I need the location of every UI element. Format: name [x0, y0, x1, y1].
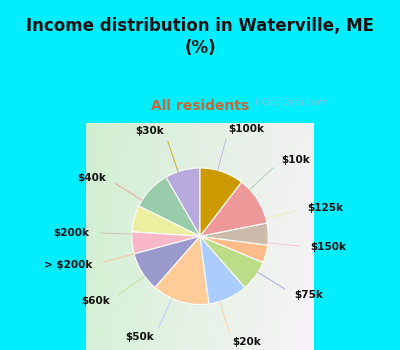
- Wedge shape: [200, 182, 267, 236]
- Bar: [86, 86, 314, 95]
- Wedge shape: [200, 236, 268, 262]
- Text: Income distribution in Waterville, ME
(%): Income distribution in Waterville, ME (%…: [26, 17, 374, 57]
- Text: $30k: $30k: [136, 126, 164, 136]
- Wedge shape: [200, 236, 263, 288]
- Text: $200k: $200k: [53, 228, 89, 238]
- Wedge shape: [155, 236, 209, 304]
- Text: $150k: $150k: [310, 242, 346, 252]
- Bar: [341, 122, 355, 350]
- Text: $50k: $50k: [126, 332, 154, 342]
- Wedge shape: [200, 223, 268, 245]
- Text: $40k: $40k: [77, 173, 106, 183]
- Text: $20k: $20k: [232, 337, 261, 348]
- Text: $10k: $10k: [281, 155, 310, 165]
- Text: All residents: All residents: [151, 99, 249, 113]
- Wedge shape: [134, 236, 200, 288]
- Wedge shape: [200, 236, 245, 304]
- Wedge shape: [132, 232, 200, 254]
- Text: $125k: $125k: [307, 203, 343, 212]
- Wedge shape: [132, 206, 200, 236]
- Text: ℹ City-Data.com: ℹ City-Data.com: [254, 98, 326, 107]
- Text: $60k: $60k: [81, 296, 110, 306]
- Wedge shape: [166, 168, 200, 236]
- Bar: [45, 122, 59, 350]
- Wedge shape: [139, 177, 200, 236]
- Text: $75k: $75k: [294, 290, 323, 300]
- Text: > $200k: > $200k: [44, 260, 93, 270]
- Text: $100k: $100k: [229, 124, 265, 134]
- Wedge shape: [200, 168, 242, 236]
